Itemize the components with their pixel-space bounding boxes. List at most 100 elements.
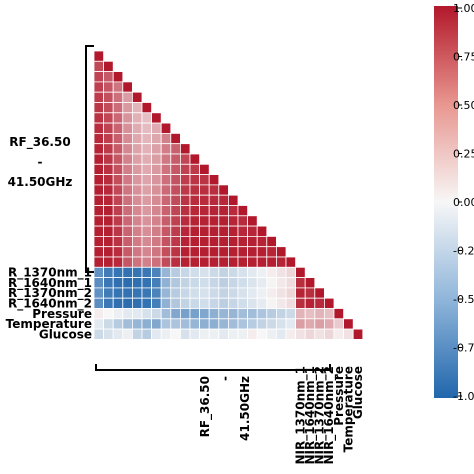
heatmap-cell (295, 328, 306, 340)
heatmap-cell (237, 297, 249, 309)
heatmap-cell (103, 184, 114, 196)
heatmap-cell (237, 235, 249, 248)
heatmap-cell (141, 122, 153, 134)
heatmap-cell (170, 205, 181, 217)
heatmap-cell (199, 163, 210, 176)
heatmap-cell (122, 287, 133, 299)
column-label: NIR_1370nm_2 (313, 366, 328, 465)
heatmap-cell (218, 246, 229, 258)
heatmap-cell (323, 297, 335, 309)
heatmap-cell (103, 235, 114, 248)
heatmap-cell (93, 184, 105, 196)
heatmap-cell (93, 266, 105, 278)
row-labels: R_1370nm_1R_1640nm_1R_1370nm_2R_1640nm_2… (6, 266, 92, 342)
heatmap-cell (93, 153, 105, 165)
heatmap-cell (122, 266, 133, 278)
heatmap-cell (256, 308, 268, 320)
heatmap-cell (189, 318, 201, 330)
heatmap-cell (151, 143, 162, 155)
column-label: Pressure (332, 366, 346, 426)
heatmap-cell (151, 163, 162, 176)
heatmap-cell (208, 235, 220, 248)
heatmap-cell (151, 246, 162, 258)
heatmap-cell (112, 277, 124, 289)
heatmap-cell (179, 205, 191, 217)
heatmap-cell (247, 328, 258, 340)
heatmap-cell (189, 225, 201, 237)
heatmap-cell (93, 60, 105, 72)
heatmap-cell (304, 318, 316, 330)
heatmap-cell (179, 194, 191, 206)
heatmap-cell (103, 132, 114, 145)
heatmap-cell (247, 256, 258, 268)
heatmap-cell (285, 287, 297, 299)
colorbar (434, 6, 458, 398)
heatmap-cell (314, 318, 325, 330)
heatmap-cell (333, 328, 345, 340)
heatmap-cell (112, 297, 124, 309)
heatmap-cell (141, 112, 153, 124)
heatmap-cell (227, 287, 239, 299)
heatmap-cell (266, 318, 277, 330)
heatmap-cell (122, 205, 133, 217)
heatmap-cell (103, 60, 114, 72)
heatmap-cell (141, 132, 153, 145)
heatmap-cell (237, 266, 249, 278)
heatmap-cell (199, 287, 210, 299)
column-label: Glucose (351, 366, 365, 419)
heatmap-cell (112, 132, 124, 145)
heatmap-cell (160, 308, 172, 320)
heatmap-cell (103, 102, 114, 114)
heatmap-cell (141, 225, 153, 237)
heatmap-cell (93, 205, 105, 217)
x-group-label: RF_36.50 - 41.50GHz (198, 376, 252, 441)
heatmap-cell (295, 318, 306, 330)
heatmap-cell (208, 184, 220, 196)
heatmap-cell (122, 163, 133, 176)
heatmap-cell (227, 215, 239, 227)
heatmap-cell (247, 266, 258, 278)
heatmap-cell (237, 287, 249, 299)
heatmap-cell (170, 287, 181, 299)
heatmap-cell (266, 297, 277, 309)
heatmap-cell (170, 246, 181, 258)
heatmap-cell (218, 318, 229, 330)
heatmap-cell (304, 277, 316, 289)
heatmap-cell (189, 163, 201, 176)
heatmap-cell (160, 246, 172, 258)
heatmap-cell (93, 122, 105, 134)
heatmap-cell (122, 328, 133, 340)
y-group-label-line2: - (38, 155, 43, 169)
heatmap-cell (304, 328, 316, 340)
row-label: R_1640nm_2 (8, 297, 92, 312)
heatmap-cell (227, 194, 239, 206)
heatmap-cell (179, 318, 191, 330)
heatmap-cell (103, 194, 114, 206)
column-labels: NIR_1370nm_1NIR_1640nm_1NIR_1370nm_2NIR_… (293, 366, 365, 465)
heatmap-cell (199, 235, 210, 248)
heatmap-cell (103, 91, 114, 103)
heatmap-cell (170, 277, 181, 289)
colorbar-tick-label: 0.75 (453, 51, 474, 64)
heatmap-cell (189, 184, 201, 196)
heatmap-cell (199, 256, 210, 268)
heatmap-cell (199, 194, 210, 206)
heatmap-cell (247, 246, 258, 258)
heatmap-cell (295, 297, 306, 309)
heatmap-cell (179, 163, 191, 176)
heatmap-cell (208, 215, 220, 227)
heatmap-cell (141, 153, 153, 165)
heatmap-cell (141, 184, 153, 196)
heatmap-cell (141, 235, 153, 248)
heatmap-cell (112, 122, 124, 134)
heatmap-cell (314, 297, 325, 309)
heatmap-cell (93, 235, 105, 248)
colorbar-tick-label: -1.00 (453, 390, 474, 403)
heatmap-cell (112, 287, 124, 299)
heatmap-cell (112, 205, 124, 217)
heatmap-cell (93, 256, 105, 268)
heatmap-cell (151, 318, 162, 330)
heatmap-cell (275, 277, 287, 289)
heatmap-cell (122, 153, 133, 165)
